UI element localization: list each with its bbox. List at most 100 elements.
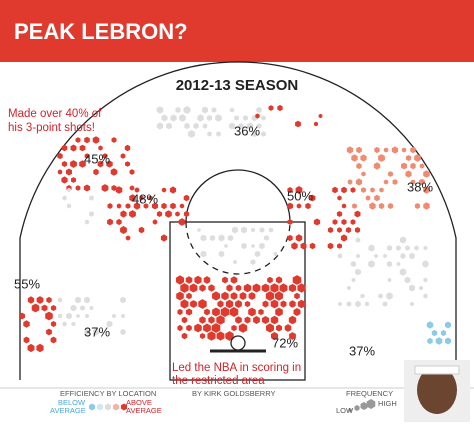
- hex: [346, 301, 352, 307]
- hex: [19, 312, 25, 320]
- hex: [355, 237, 361, 243]
- hex: [370, 187, 375, 193]
- header-title: PEAK LEBRON?: [14, 19, 188, 44]
- hex: [193, 122, 199, 130]
- hex: [183, 211, 190, 217]
- hex: [276, 324, 282, 332]
- hex: [382, 301, 388, 307]
- hex: [207, 331, 216, 341]
- hex: [383, 253, 387, 259]
- hex: [121, 313, 125, 319]
- hex: [243, 115, 248, 121]
- hex: [181, 332, 188, 340]
- hex: [287, 219, 293, 225]
- hex: [241, 226, 247, 234]
- annotation-line: Made over 40% of: [8, 108, 102, 120]
- hex: [422, 260, 429, 268]
- hex: [93, 328, 99, 336]
- hex: [404, 276, 411, 284]
- hex: [374, 194, 380, 202]
- hex: [252, 283, 261, 293]
- hex: [233, 259, 237, 265]
- hex: [105, 403, 111, 411]
- court: [19, 61, 457, 381]
- hex: [143, 203, 149, 209]
- hex: [50, 305, 57, 311]
- hex: [83, 184, 91, 192]
- hex: [356, 162, 362, 170]
- hex: [268, 105, 274, 111]
- annotation-line: Led the NBA in scoring in: [172, 362, 301, 374]
- hex: [409, 284, 415, 292]
- hex: [410, 301, 414, 307]
- hex: [186, 292, 192, 300]
- hex: [287, 234, 293, 242]
- hex: [239, 292, 247, 300]
- hex: [27, 296, 35, 304]
- hex: [57, 169, 63, 175]
- hex: [400, 253, 406, 259]
- hex: [267, 276, 273, 284]
- hex: [386, 261, 393, 267]
- hex: [202, 123, 208, 129]
- hex: [354, 405, 360, 411]
- hex: [84, 153, 90, 159]
- hex: [102, 153, 108, 159]
- hex: [199, 284, 206, 292]
- hex: [264, 235, 269, 241]
- hex: [378, 202, 385, 210]
- hex: [92, 136, 100, 144]
- paint: [169, 221, 306, 381]
- hex: [309, 194, 316, 202]
- hex: [235, 316, 242, 324]
- hex: [258, 308, 264, 316]
- hex: [220, 307, 230, 317]
- zone-label: 38%: [407, 179, 433, 194]
- hex: [332, 219, 338, 225]
- hex: [423, 170, 430, 178]
- hex: [120, 153, 126, 159]
- hex: [297, 283, 306, 293]
- hex: [207, 131, 212, 137]
- hex: [295, 120, 301, 128]
- hex: [184, 122, 190, 130]
- hex: [294, 292, 300, 300]
- hex: [253, 316, 260, 324]
- hex: [120, 226, 127, 234]
- hex: [36, 296, 44, 304]
- hex: [221, 291, 229, 301]
- hex: [190, 300, 197, 308]
- hex: [341, 186, 347, 194]
- zone-label: 72%: [272, 335, 298, 350]
- hex: [179, 114, 186, 122]
- hex: [241, 242, 247, 250]
- hex: [208, 284, 215, 292]
- hex: [360, 402, 368, 410]
- hex: [423, 293, 428, 299]
- hex: [46, 296, 52, 304]
- hex: [265, 291, 275, 301]
- hex: [296, 203, 302, 209]
- hex: [356, 253, 360, 259]
- hex: [266, 323, 274, 333]
- hex: [255, 113, 260, 119]
- hex: [134, 187, 140, 193]
- hex: [226, 284, 233, 292]
- hex: [71, 321, 76, 327]
- hex: [229, 107, 235, 113]
- hex: [355, 178, 363, 186]
- hex: [243, 283, 252, 293]
- hex: [66, 312, 72, 320]
- hex: [318, 113, 323, 119]
- hex: [203, 276, 211, 284]
- hex: [292, 275, 302, 285]
- hex: [176, 275, 184, 285]
- hex: [246, 122, 254, 130]
- hex: [107, 218, 113, 226]
- hex: [378, 154, 385, 162]
- hex: [61, 176, 68, 184]
- hex: [97, 403, 103, 411]
- zone-label: 37%: [84, 324, 110, 339]
- hex: [277, 104, 283, 112]
- hex: [124, 144, 131, 152]
